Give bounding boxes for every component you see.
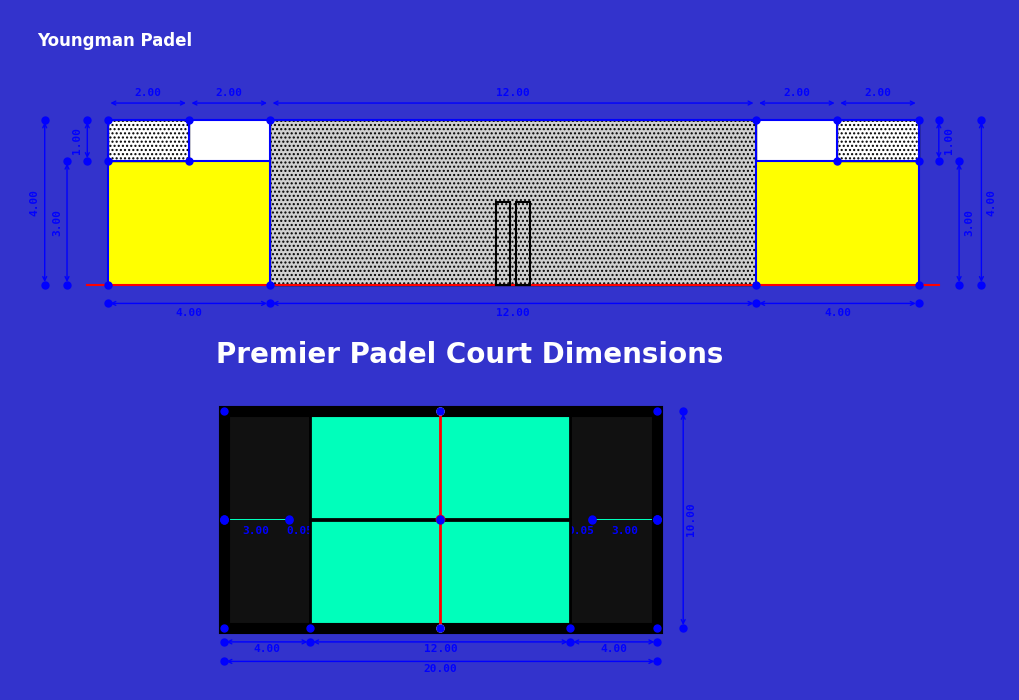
Text: 1.00: 1.00	[943, 127, 953, 154]
Bar	[107, 120, 918, 285]
Bar	[495, 202, 510, 285]
Bar	[837, 120, 918, 161]
Text: 6.95: 6.95	[491, 526, 519, 536]
Bar	[107, 120, 189, 161]
Text: 4.00: 4.00	[175, 309, 202, 318]
Text: 12.00: 12.00	[495, 309, 530, 318]
Text: 2.00: 2.00	[135, 88, 161, 98]
Bar	[223, 411, 656, 628]
Text: 12.00: 12.00	[495, 88, 530, 98]
Text: 0.05: 0.05	[285, 526, 313, 536]
Bar	[756, 161, 918, 285]
Bar	[592, 519, 656, 520]
Text: 4.00: 4.00	[30, 189, 40, 216]
Bar	[570, 411, 656, 628]
Text: 0.05: 0.05	[444, 503, 471, 514]
Text: 12.00: 12.00	[423, 645, 457, 654]
Text: 10.00: 10.00	[685, 503, 695, 536]
Bar	[107, 161, 269, 285]
Text: 2.00: 2.00	[783, 88, 810, 98]
Text: 3.00: 3.00	[243, 526, 269, 536]
Bar	[269, 120, 756, 285]
Text: 1.00: 1.00	[72, 127, 83, 154]
Text: 3.00: 3.00	[610, 526, 638, 536]
Bar	[516, 202, 530, 285]
Text: 2.00: 2.00	[215, 88, 243, 98]
Bar	[310, 411, 570, 628]
Text: 4.00: 4.00	[253, 645, 280, 654]
Text: 0.05: 0.05	[568, 526, 594, 536]
Text: 4.00: 4.00	[985, 189, 996, 216]
Text: Youngman Padel: Youngman Padel	[37, 32, 192, 50]
Text: 4.975: 4.975	[444, 448, 453, 482]
Text: 6.95: 6.95	[362, 526, 388, 536]
Text: 4.00: 4.00	[600, 645, 627, 654]
Text: 3.00: 3.00	[963, 209, 973, 237]
Text: Premier Padel Court Dimensions: Premier Padel Court Dimensions	[215, 342, 722, 370]
Bar	[223, 519, 288, 520]
Text: 4.00: 4.00	[823, 309, 850, 318]
Text: 4.975: 4.975	[444, 557, 453, 591]
Text: 20.00: 20.00	[423, 664, 457, 674]
Text: 3.00: 3.00	[52, 209, 62, 237]
Text: 2.00: 2.00	[864, 88, 891, 98]
Bar	[223, 411, 656, 628]
Bar	[223, 411, 310, 628]
